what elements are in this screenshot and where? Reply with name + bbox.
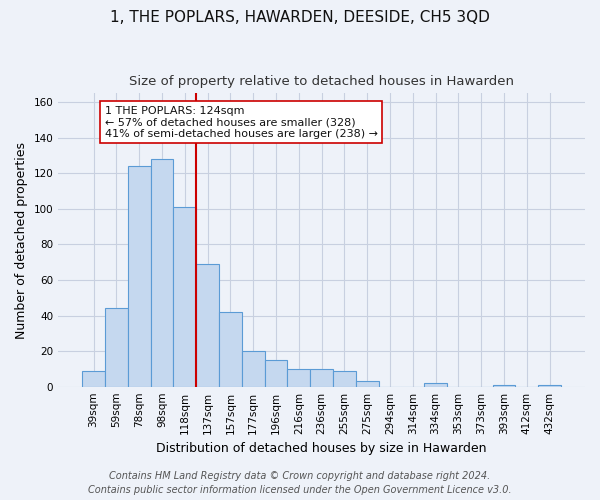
Bar [105, 308, 128, 386]
Bar [424, 383, 447, 386]
Bar [196, 264, 219, 386]
Bar [151, 159, 173, 386]
Text: 1, THE POPLARS, HAWARDEN, DEESIDE, CH5 3QD: 1, THE POPLARS, HAWARDEN, DEESIDE, CH5 3… [110, 10, 490, 25]
Text: Contains HM Land Registry data © Crown copyright and database right 2024.
Contai: Contains HM Land Registry data © Crown c… [88, 471, 512, 495]
Y-axis label: Number of detached properties: Number of detached properties [15, 142, 28, 338]
Bar [538, 385, 561, 386]
Bar [310, 369, 333, 386]
Bar [173, 207, 196, 386]
Bar [493, 385, 515, 386]
Bar [333, 370, 356, 386]
Bar [219, 312, 242, 386]
Bar [356, 382, 379, 386]
Text: 1 THE POPLARS: 124sqm
← 57% of detached houses are smaller (328)
41% of semi-det: 1 THE POPLARS: 124sqm ← 57% of detached … [105, 106, 378, 139]
Bar [287, 369, 310, 386]
Title: Size of property relative to detached houses in Hawarden: Size of property relative to detached ho… [129, 75, 514, 88]
Bar [128, 166, 151, 386]
X-axis label: Distribution of detached houses by size in Hawarden: Distribution of detached houses by size … [157, 442, 487, 455]
Bar [82, 370, 105, 386]
Bar [242, 351, 265, 386]
Bar [265, 360, 287, 386]
